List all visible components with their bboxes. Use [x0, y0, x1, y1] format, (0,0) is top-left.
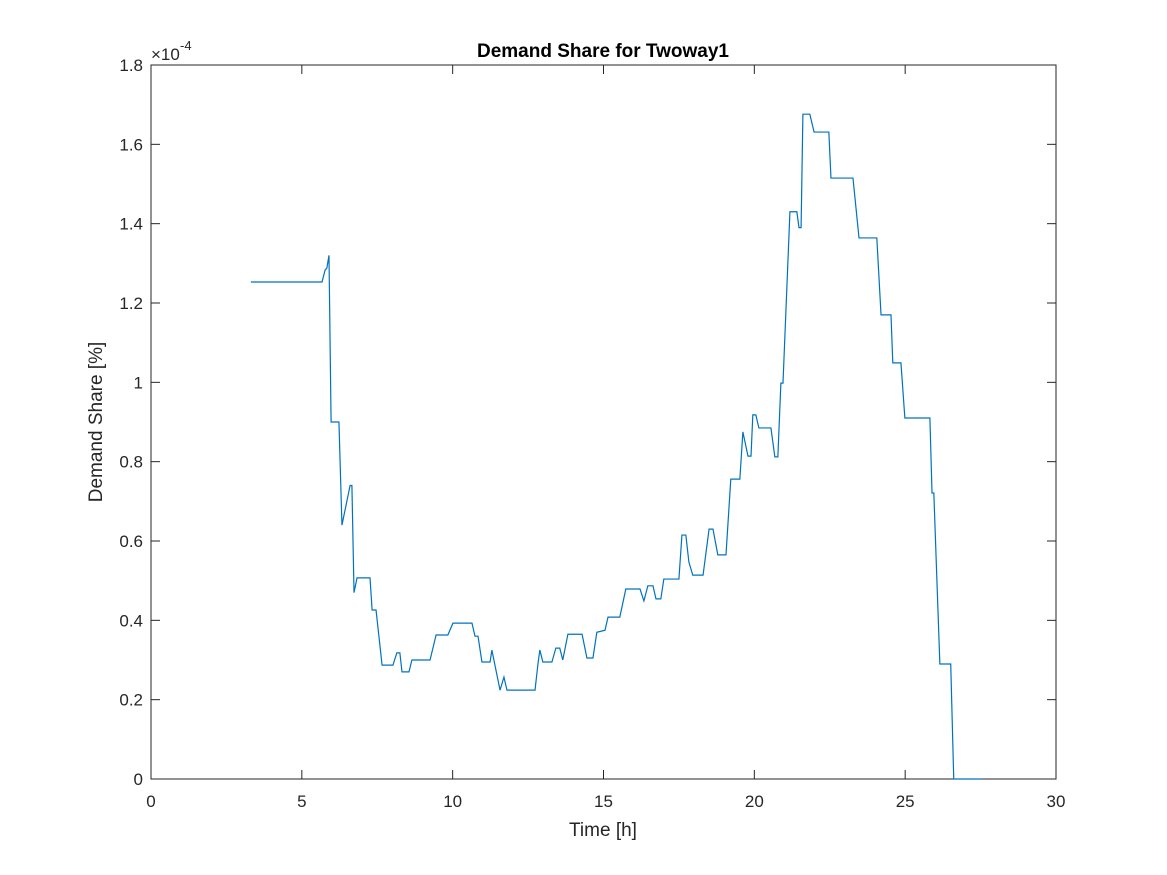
x-tick-label: 15	[594, 792, 613, 811]
y-tick-label: 0	[134, 770, 143, 789]
y-tick-label: 0.4	[119, 611, 143, 630]
y-exponent-base: ×10	[151, 45, 180, 64]
y-tick-label: 1.2	[119, 294, 143, 313]
axes-box	[150, 64, 1057, 780]
x-axis-label: Time [h]	[569, 820, 637, 841]
y-axis-label: Demand Share [%]	[86, 342, 107, 503]
y-tick-label: 0.8	[119, 453, 143, 472]
y-tick-label: 1.4	[119, 215, 143, 234]
x-tick-label: 5	[297, 792, 306, 811]
x-tick-label: 10	[443, 792, 462, 811]
x-tick-label: 20	[745, 792, 764, 811]
y-tick-label: 1	[134, 373, 143, 392]
x-tick-label: 0	[146, 792, 155, 811]
y-tick-label: 1.8	[119, 56, 143, 75]
y-tick-label: 1.6	[119, 135, 143, 154]
x-tick-label: 30	[1047, 792, 1066, 811]
x-tick-label: 25	[896, 792, 915, 811]
data-line	[250, 113, 982, 780]
y-tick-label: 0.6	[119, 532, 143, 551]
y-tick-label: 0.2	[119, 691, 143, 710]
chart-title: Demand Share for Twoway1	[477, 41, 729, 62]
y-exponent-power: -4	[180, 38, 192, 53]
